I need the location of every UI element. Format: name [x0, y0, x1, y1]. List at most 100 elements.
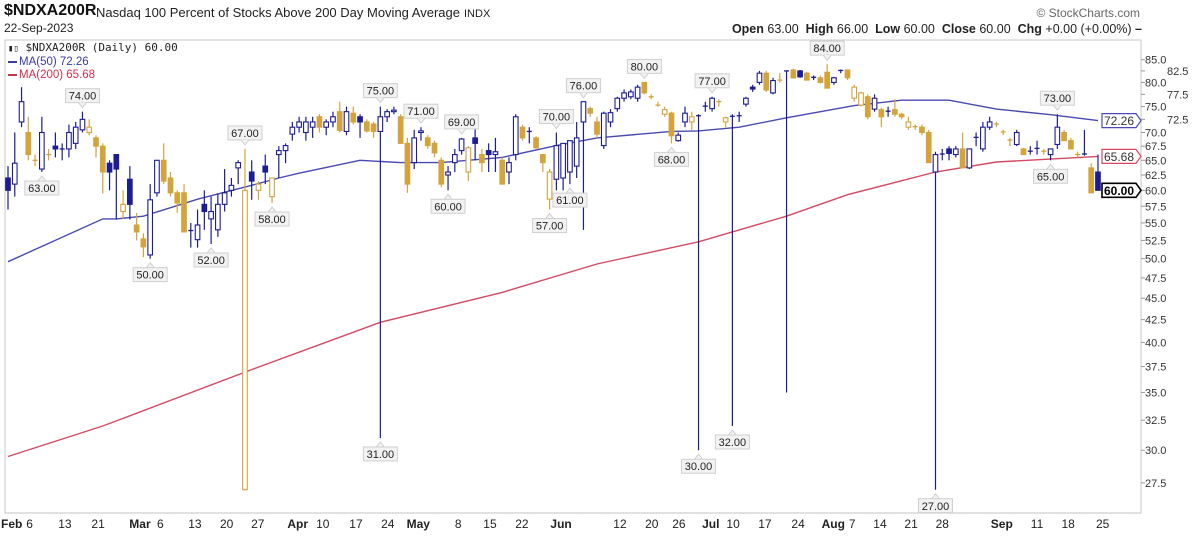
x-tick-label: 21: [91, 517, 105, 531]
candle: [167, 172, 174, 197]
y-tick-label: 67.5: [1145, 141, 1166, 153]
candle: [580, 101, 587, 230]
price-annotation: 73.00: [1039, 90, 1075, 112]
candle-body: [790, 69, 797, 79]
candle: [519, 124, 526, 141]
annotation-label: 67.00: [231, 128, 259, 140]
candle: [25, 116, 32, 161]
candle-body: [804, 72, 810, 81]
candle-body: [86, 126, 93, 134]
ma200-swatch-icon: [8, 73, 17, 76]
annotation-pointer: [639, 73, 649, 80]
candle-body: [330, 116, 336, 123]
candle: [1027, 146, 1033, 155]
open-value: 63.00: [767, 22, 799, 36]
candle-body: [167, 177, 174, 194]
candles-layer: [5, 64, 1101, 491]
candle-body: [72, 126, 79, 144]
candle-body: [824, 71, 831, 89]
candle-body: [1047, 148, 1054, 156]
y-tick-label: 40.0: [1145, 337, 1166, 349]
candle-body: [262, 165, 269, 173]
candle-body: [106, 162, 113, 173]
price-annotation: 77.00: [694, 73, 730, 94]
candle-body: [120, 203, 126, 213]
candle-body: [533, 137, 539, 149]
candle-body: [878, 109, 885, 118]
candle: [892, 99, 898, 117]
x-tick-label: 24: [381, 517, 395, 531]
x-tick-label: 13: [188, 517, 202, 531]
y-tick-label: 55.0: [1145, 218, 1166, 230]
price-annotation: 76.00: [565, 78, 601, 99]
candle-body: [147, 199, 154, 256]
close-value: 60.00: [979, 22, 1011, 36]
candle: [898, 112, 905, 120]
x-tick-label: 20: [645, 517, 659, 531]
candle-body: [573, 137, 580, 167]
x-tick-label: 6: [26, 517, 33, 531]
candle: [1088, 163, 1095, 194]
candle: [763, 70, 770, 92]
candle-body: [567, 140, 573, 173]
candle: [357, 114, 363, 138]
y-tick-label: 37.5: [1145, 362, 1166, 374]
y-tick-label: 57.5: [1145, 201, 1166, 213]
annotation-label: 71.00: [407, 106, 435, 118]
candle-body: [1095, 171, 1101, 191]
candle-body: [763, 72, 770, 91]
candle-body: [296, 121, 302, 128]
chart-description: Nasdaq 100 Percent of Stocks Above 200 D…: [96, 5, 490, 20]
candle: [790, 68, 797, 79]
candle-body: [228, 184, 235, 191]
annotation-pointer: [267, 206, 277, 213]
candle: [817, 75, 824, 84]
candle-body: [892, 109, 898, 115]
candle-body: [282, 145, 289, 152]
price-annotation: 61.00: [552, 187, 588, 208]
candle-body: [925, 131, 932, 164]
candle-body: [370, 123, 377, 132]
candle-body: [255, 183, 262, 191]
copyright-link[interactable]: © StockCharts.com: [1036, 6, 1140, 20]
candle-body: [831, 77, 837, 83]
price-annotation: 75.00: [362, 83, 398, 104]
candle: [404, 137, 411, 193]
candle: [811, 75, 817, 81]
candle-body: [66, 131, 72, 150]
candle: [309, 116, 316, 138]
symbol-title: $NDXA200R: [4, 2, 97, 19]
y-tick-label: 82.5: [1167, 66, 1188, 78]
candle: [424, 135, 431, 149]
annotation-label: 32.00: [719, 437, 747, 449]
candle-body: [905, 121, 912, 128]
candle: [228, 178, 235, 197]
annotation-pointer: [545, 212, 554, 219]
annotation-box: [552, 192, 588, 208]
candle-body: [424, 137, 431, 147]
candle-body: [391, 109, 397, 113]
candle-body: [952, 148, 959, 156]
candle-body: [316, 116, 323, 128]
candle: [106, 160, 113, 191]
x-tick-label: 8: [455, 517, 462, 531]
ma50-layer: [7, 99, 1099, 263]
candle: [303, 116, 309, 141]
candle-body: [919, 126, 925, 134]
annotation-label: 60.00: [434, 201, 462, 213]
candle-body: [397, 116, 404, 144]
ma50-swatch-icon: [8, 60, 17, 63]
chg-value: +0.00 (+0.00%): [1045, 22, 1132, 36]
annotation-box: [132, 267, 168, 283]
candle-body: [594, 121, 600, 135]
y-tick-label: 60.0: [1145, 185, 1166, 197]
annotation-pointer: [551, 123, 561, 130]
candle-body: [661, 109, 668, 115]
candle: [492, 137, 499, 173]
candle: [539, 154, 546, 173]
candle: [749, 84, 756, 92]
candle: [350, 106, 357, 125]
annotation-label: 61.00: [556, 195, 584, 207]
x-tick-label: May: [407, 517, 431, 531]
annotation-label: 65.00: [1037, 171, 1065, 183]
